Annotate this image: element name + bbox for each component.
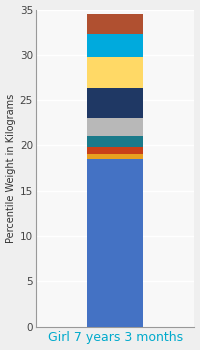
Bar [87,34,143,57]
Bar [87,159,143,327]
Bar [87,154,143,159]
Bar [87,57,143,88]
Bar [87,118,143,136]
Bar [87,147,143,154]
Y-axis label: Percentile Weight in Kilograms: Percentile Weight in Kilograms [6,93,16,243]
Bar [87,14,143,34]
Bar [87,136,143,147]
Bar [87,88,143,118]
